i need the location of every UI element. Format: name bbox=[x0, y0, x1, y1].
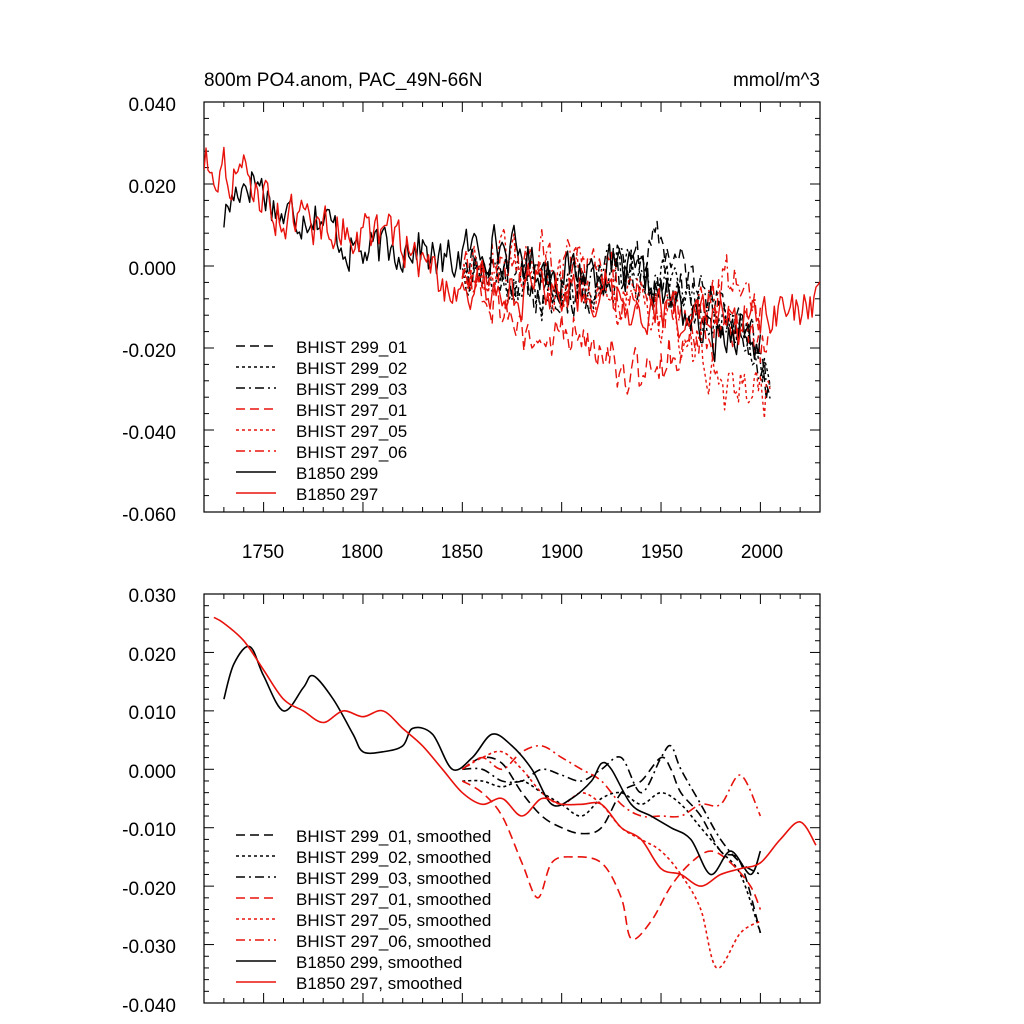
series-line bbox=[461, 220, 771, 400]
series-line bbox=[461, 780, 762, 941]
y-tick-label: -0.020 bbox=[122, 879, 176, 900]
legend-label: BHIST 299_03 bbox=[296, 380, 407, 399]
top-chart-units: mmol/m^3 bbox=[733, 70, 820, 91]
plot-frame bbox=[203, 101, 821, 513]
y-tick-label: -0.040 bbox=[122, 996, 176, 1017]
bottom-panel: 0.030 0.020 0.010 0.000 -0.010 -0.020 -0… bbox=[122, 586, 821, 1017]
top-y-tick-labels: 0.040 0.020 0.000 -0.020 -0.040 -0.060 bbox=[122, 95, 176, 526]
series-line bbox=[461, 756, 762, 934]
series-line bbox=[462, 779, 762, 934]
legend-label: BHIST 297_05 bbox=[296, 422, 407, 441]
series-line bbox=[223, 171, 762, 363]
y-tick-label: 0.030 bbox=[128, 586, 176, 607]
y-tick-label: 0.000 bbox=[128, 259, 176, 280]
series-line bbox=[213, 616, 817, 887]
x-tick-label: 1850 bbox=[441, 542, 483, 563]
legend-label: BHIST 297_06 bbox=[296, 443, 407, 462]
legend-label: B1850 299, smoothed bbox=[296, 953, 462, 972]
series-line bbox=[461, 744, 762, 818]
legend-label: B1850 299 bbox=[296, 464, 378, 483]
y-tick-label: 0.000 bbox=[128, 762, 176, 783]
y-tick-label: -0.020 bbox=[122, 341, 176, 362]
y-tick-label: 0.020 bbox=[128, 177, 176, 198]
y-tick-label: -0.040 bbox=[122, 423, 176, 444]
series-lines bbox=[213, 616, 817, 969]
legend-label: BHIST 299_03, smoothed bbox=[296, 869, 491, 888]
x-tick-label: 1800 bbox=[341, 542, 383, 563]
y-tick-label: -0.010 bbox=[122, 820, 176, 841]
y-tick-label: -0.060 bbox=[122, 505, 176, 526]
series-line bbox=[461, 269, 771, 395]
legend-label: BHIST 299_01, smoothed bbox=[296, 827, 491, 846]
y-tick-label: -0.030 bbox=[122, 937, 176, 958]
series-line bbox=[461, 229, 762, 331]
y-tick-label: 0.040 bbox=[128, 95, 176, 116]
legend-label: BHIST 297_01 bbox=[296, 401, 407, 420]
legend-label: BHIST 297_01, smoothed bbox=[296, 890, 491, 909]
legend-label: BHIST 299_02 bbox=[296, 359, 407, 378]
series-line bbox=[461, 227, 771, 419]
plot-frame bbox=[203, 593, 821, 1004]
legend-label: B1850 297 bbox=[296, 485, 378, 504]
x-tick-label: 1950 bbox=[641, 542, 683, 563]
x-tick-label: 2000 bbox=[741, 542, 783, 563]
series-line bbox=[461, 750, 761, 969]
legend-label: BHIST 299_01 bbox=[296, 338, 407, 357]
legend-label: BHIST 299_02, smoothed bbox=[296, 848, 491, 867]
bottom-legend: BHIST 299_01, smoothed BHIST 299_02, smo… bbox=[296, 827, 491, 993]
bottom-y-tick-labels: 0.030 0.020 0.010 0.000 -0.010 -0.020 -0… bbox=[122, 586, 176, 1017]
series-line bbox=[223, 645, 762, 876]
top-chart-title: 800m PO4.anom, PAC_49N-66N bbox=[204, 70, 482, 91]
x-tick-label: 1900 bbox=[541, 542, 583, 563]
x-tick-label: 1750 bbox=[242, 542, 284, 563]
top-legend: BHIST 299_01 BHIST 299_02 BHIST 299_03 B… bbox=[296, 338, 407, 504]
top-panel: 800m PO4.anom, PAC_49N-66N mmol/m^3 0.04… bbox=[122, 70, 821, 563]
legend-label: BHIST 297_06, smoothed bbox=[296, 932, 491, 951]
legend-label: BHIST 297_05, smoothed bbox=[296, 911, 491, 930]
series-lines bbox=[204, 146, 820, 419]
series-line bbox=[462, 744, 761, 876]
y-tick-label: 0.020 bbox=[128, 645, 176, 666]
series-line bbox=[204, 146, 820, 346]
legend-label: B1850 297, smoothed bbox=[296, 974, 462, 993]
top-x-tick-labels: 1750 1800 1850 1900 1950 2000 bbox=[242, 542, 783, 563]
y-tick-label: 0.010 bbox=[128, 703, 176, 724]
